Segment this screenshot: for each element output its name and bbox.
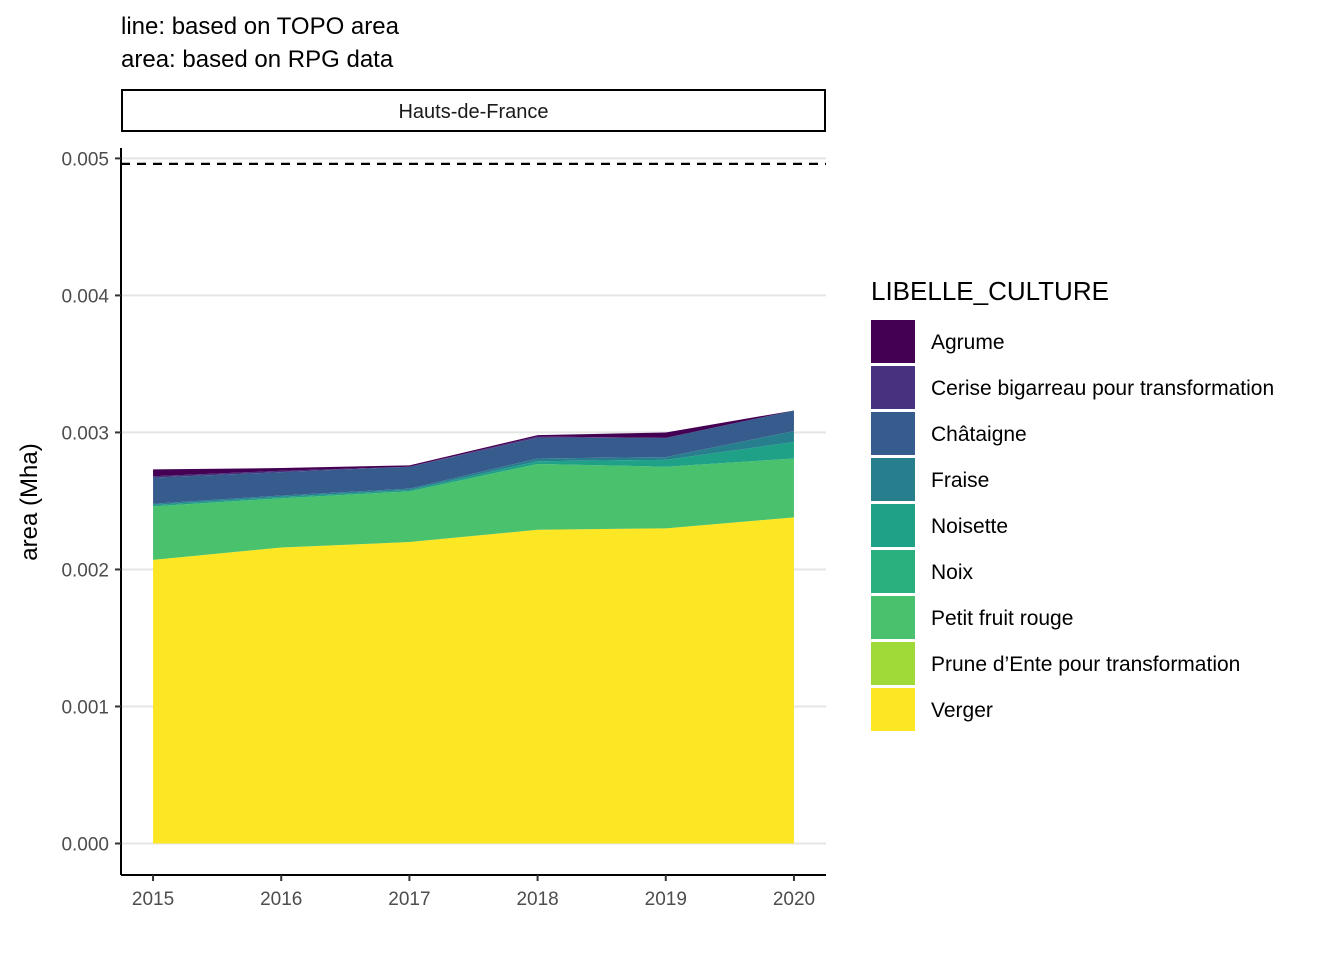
legend-swatch-5 [871,550,915,593]
legend-label-3: Fraise [931,469,989,492]
legend-label-2: Châtaigne [931,423,1027,446]
legend-label-1: Cerise bigarreau pour transformation [931,377,1274,400]
legend-swatch-6 [871,596,915,639]
x-tick-label-3: 2018 [516,889,558,910]
y-axis-ticks: 0.000 0.001 0.002 0.003 0.004 0.005 [61,149,121,855]
x-axis-ticks: 2015 2016 2017 2018 2019 2020 [132,875,815,910]
y-tick-label-0: 0.000 [61,834,109,855]
legend-label-4: Noisette [931,515,1008,538]
facet-strip [121,89,826,132]
y-tick-label-2: 0.002 [61,560,109,581]
axes [120,148,826,876]
legend-label-6: Petit fruit rouge [931,607,1073,630]
area-series-fraise [153,410,794,504]
area-series-petit-fruit-rouge [153,458,794,560]
stacked-areas [153,410,794,844]
area-series-agrume [153,410,794,477]
x-tick-label-2: 2017 [388,889,430,910]
legend: Agrume Cerise bigarreau pour transformati… [871,320,1274,731]
legend-label-0: Agrume [931,331,1005,354]
x-tick-label-0: 2015 [132,889,174,910]
legend-swatch-7 [871,642,915,685]
y-tick-label-5: 0.005 [61,149,109,170]
legend-swatch-0 [871,320,915,363]
y-tick-label-1: 0.001 [61,697,109,718]
y-axis-label: area (Mha) [16,443,43,560]
legend-label-7: Prune d’Ente pour transformation [931,653,1240,676]
x-tick-label-1: 2016 [260,889,302,910]
facet-label: Hauts-de-France [398,101,548,123]
legend-title: LIBELLE_CULTURE [871,276,1109,306]
legend-swatch-2 [871,412,915,455]
title-line-2: area: based on RPG data [121,46,394,73]
legend-label-5: Noix [931,561,974,584]
y-tick-label-3: 0.003 [61,423,109,444]
legend-swatch-3 [871,458,915,501]
title-line-1: line: based on TOPO area [121,13,400,40]
legend-swatch-8 [871,688,915,731]
legend-swatch-4 [871,504,915,547]
x-tick-label-4: 2019 [645,889,687,910]
y-tick-label-4: 0.004 [61,286,109,307]
legend-swatch-1 [871,366,915,409]
x-tick-label-5: 2020 [773,889,815,910]
legend-label-8: Verger [931,699,993,722]
area-series-verger [153,517,794,844]
